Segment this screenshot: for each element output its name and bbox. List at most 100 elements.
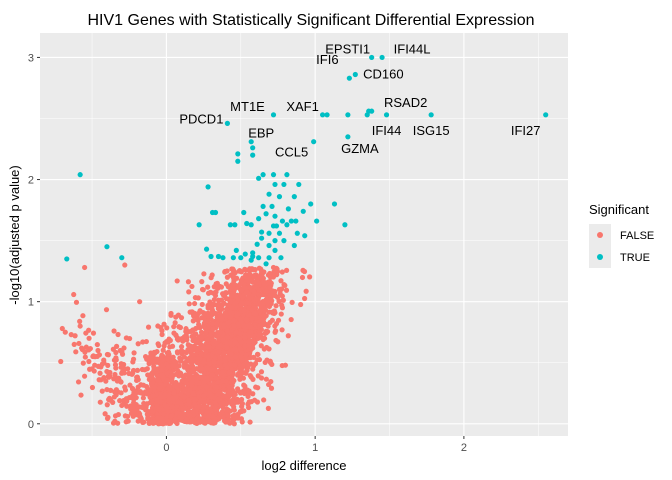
point-true	[302, 233, 308, 239]
point-true	[256, 216, 262, 222]
point-false	[174, 350, 181, 356]
point-false	[174, 278, 180, 284]
x-axis-title: log2 difference	[261, 458, 346, 473]
point-false	[220, 400, 226, 406]
point-true	[281, 181, 287, 188]
point-true	[279, 218, 286, 224]
point-false	[238, 354, 244, 360]
point-false	[270, 310, 276, 316]
point-false	[205, 344, 211, 350]
point-false	[151, 419, 157, 425]
point-false	[146, 420, 152, 426]
point-false	[181, 394, 187, 400]
point-false	[140, 382, 147, 388]
point-false	[168, 373, 174, 379]
point-false	[125, 418, 131, 424]
legend-key-true	[597, 254, 603, 260]
point-false	[80, 360, 86, 366]
point-false	[279, 305, 286, 311]
y-tick-label: 3	[28, 52, 34, 64]
point-false	[154, 415, 161, 421]
point-false	[249, 315, 255, 321]
point-false	[130, 356, 137, 362]
point-false	[255, 351, 261, 358]
point-false	[244, 360, 250, 366]
point-false	[189, 347, 195, 353]
point-false	[178, 348, 185, 354]
point-false	[171, 390, 177, 396]
point-false	[193, 339, 200, 346]
point-true	[342, 222, 348, 228]
point-false	[112, 389, 118, 395]
point-false	[303, 288, 309, 294]
point-false	[225, 284, 231, 290]
point-false	[204, 409, 210, 415]
point-false	[258, 322, 265, 328]
point-false	[98, 377, 104, 383]
point-false	[247, 372, 253, 379]
point-false	[209, 272, 215, 278]
point-false	[187, 343, 194, 349]
point-false	[261, 397, 267, 403]
point-false	[170, 363, 176, 369]
point-false	[257, 331, 263, 338]
point-false	[181, 334, 188, 340]
point-false	[252, 397, 258, 403]
point-true	[272, 181, 278, 188]
point-false	[206, 413, 212, 419]
point-false	[94, 341, 100, 348]
point-false	[203, 349, 209, 355]
point-false	[248, 329, 254, 335]
point-true	[203, 246, 210, 252]
point-true	[260, 203, 266, 210]
point-false	[134, 374, 140, 380]
point-false	[159, 372, 165, 378]
gene-label: RSAD2	[384, 95, 427, 110]
point-false	[212, 292, 219, 299]
point-true	[233, 247, 239, 253]
point-false	[212, 404, 218, 410]
point-false	[156, 406, 162, 412]
point-false	[272, 329, 278, 335]
point-true	[232, 222, 238, 228]
point-false	[302, 295, 308, 302]
point-false	[239, 403, 245, 410]
point-false	[207, 418, 213, 425]
point-false	[220, 378, 226, 384]
point-true	[284, 172, 290, 178]
point-false	[186, 397, 192, 403]
point-true	[266, 230, 272, 236]
point-true	[296, 181, 302, 188]
point-false	[227, 340, 233, 346]
point-false	[279, 269, 285, 275]
point-false	[231, 346, 237, 353]
point-false	[276, 286, 283, 293]
point-true	[346, 75, 352, 81]
point-false	[265, 303, 271, 309]
grid-major	[40, 33, 568, 436]
point-false	[159, 331, 165, 338]
point-false	[288, 316, 294, 323]
point-true	[314, 218, 320, 224]
point-false	[183, 416, 190, 423]
point-false	[155, 377, 161, 383]
point-false	[199, 334, 206, 340]
point-false	[217, 342, 223, 349]
point-true	[266, 255, 272, 261]
point-false	[205, 313, 211, 319]
point-false	[242, 267, 249, 273]
point-false	[250, 345, 256, 351]
point-false	[147, 358, 153, 364]
point-false	[265, 323, 271, 329]
point-false	[201, 403, 207, 409]
point-false	[59, 325, 65, 332]
point-false	[245, 404, 252, 411]
point-false	[127, 382, 133, 388]
point-false	[113, 365, 119, 371]
point-false	[245, 339, 252, 345]
point-false	[227, 309, 233, 315]
point-false	[128, 406, 134, 412]
point-true	[220, 255, 226, 261]
point-true	[256, 175, 262, 181]
point-false	[189, 360, 195, 366]
